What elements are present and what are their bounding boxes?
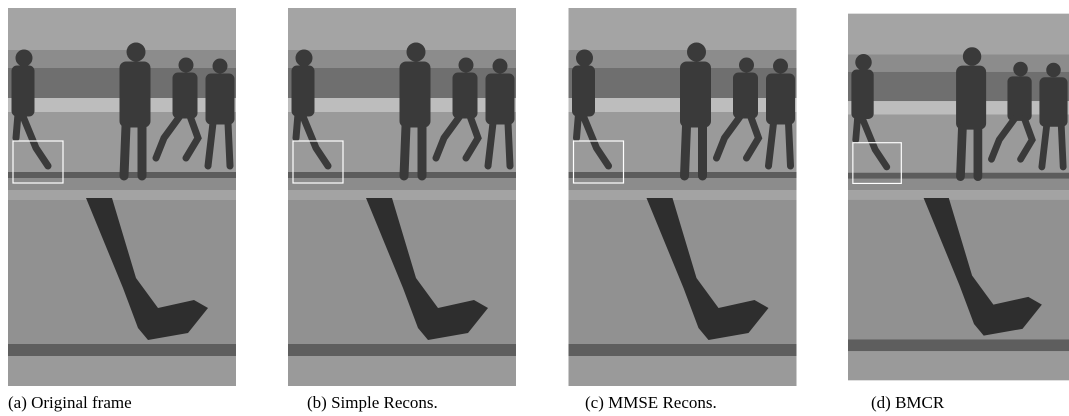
caption: (b) Simple Recons. [307, 393, 438, 413]
image-panels [0, 0, 1069, 392]
panel-image [569, 8, 797, 386]
panel-image [288, 8, 516, 386]
panel-image [848, 14, 1069, 380]
figure: (a) Original frame (b) Simple Recons. (c… [0, 0, 1069, 416]
caption: (d) BMCR [871, 393, 944, 413]
caption: (a) Original frame [8, 393, 132, 413]
panel-image [8, 8, 236, 386]
caption: (c) MMSE Recons. [585, 393, 717, 413]
